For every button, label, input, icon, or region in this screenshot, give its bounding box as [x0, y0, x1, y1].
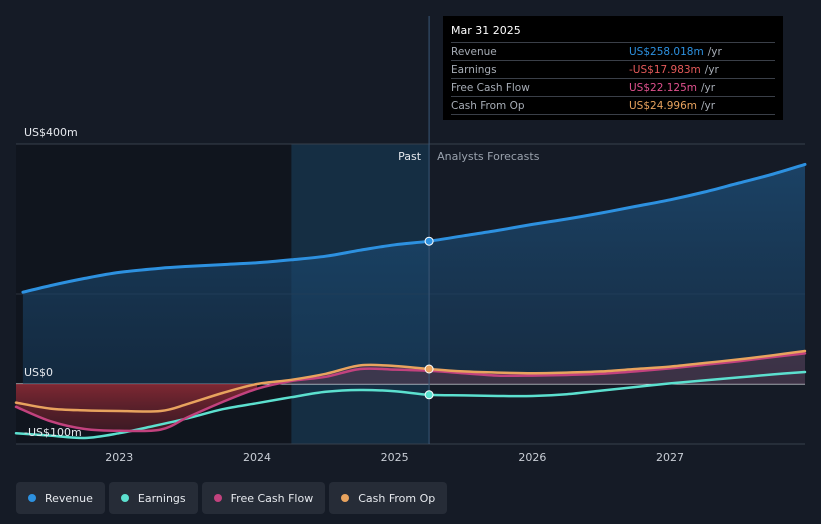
- legend-item-cash-from-op[interactable]: Cash From Op: [329, 482, 448, 514]
- tooltip-row-cash-from-op: Cash From Op US$24.996m /yr: [451, 97, 775, 115]
- tooltip: Mar 31 2025 Revenue US$258.018m /yr Earn…: [443, 16, 783, 120]
- tooltip-label: Free Cash Flow: [451, 81, 530, 94]
- tooltip-label: Cash From Op: [451, 99, 525, 112]
- forecast-label: Analysts Forecasts: [437, 150, 540, 163]
- legend-dot-icon: [341, 494, 350, 502]
- revenue-area: [22, 164, 805, 384]
- tooltip-row-revenue: Revenue US$258.018m /yr: [451, 43, 775, 61]
- tooltip-row-earnings: Earnings -US$17.983m /yr: [451, 61, 775, 79]
- x-tick-label: 2025: [381, 451, 409, 464]
- legend-dot-icon: [120, 494, 129, 502]
- legend-label: Revenue: [45, 491, 93, 505]
- cash-area: [256, 351, 805, 384]
- negative-area: [16, 384, 257, 432]
- tooltip-label: Earnings: [451, 63, 497, 76]
- x-tick-label: 2023: [105, 451, 133, 464]
- tooltip-value: US$22.125m: [629, 81, 697, 94]
- free-cash-flow-line: [14, 352, 807, 433]
- tooltip-unit: /yr: [707, 45, 722, 58]
- legend-item-earnings[interactable]: Earnings: [108, 482, 198, 514]
- legend-label: Earnings: [137, 491, 186, 505]
- y-tick-label: -US$100m: [24, 426, 82, 439]
- x-tick-label: 2024: [243, 451, 271, 464]
- x-tick-label: 2026: [518, 451, 546, 464]
- tooltip-value: US$258.018m: [629, 45, 704, 58]
- tooltip-row-free-cash-flow: Free Cash Flow US$22.125m /yr: [451, 79, 775, 97]
- legend: Revenue Earnings Free Cash Flow Cash Fro…: [16, 482, 448, 514]
- tooltip-label: Revenue: [451, 45, 497, 58]
- legend-item-free-cash-flow[interactable]: Free Cash Flow: [201, 482, 326, 514]
- tooltip-unit: /yr: [701, 81, 716, 94]
- legend-item-revenue[interactable]: Revenue: [16, 482, 105, 514]
- x-tick-label: 2027: [656, 451, 684, 464]
- tooltip-date: Mar 31 2025: [451, 22, 775, 43]
- revenue-line: [21, 162, 807, 294]
- cash-from-op-line: [14, 349, 807, 413]
- y-tick-label: US$400m: [24, 126, 78, 139]
- past-label: Past: [398, 150, 422, 163]
- legend-dot-icon: [213, 494, 222, 502]
- legend-label: Free Cash Flow: [230, 491, 314, 505]
- hover-dot: [424, 236, 434, 246]
- earnings-line: [14, 370, 807, 440]
- legend-dot-icon: [28, 494, 36, 502]
- tooltip-unit: /yr: [701, 99, 716, 112]
- y-tick-label: US$0: [24, 366, 53, 379]
- tooltip-value: US$24.996m: [629, 99, 697, 112]
- hover-dot: [424, 364, 434, 374]
- hover-dot: [424, 390, 434, 400]
- tooltip-value: -US$17.983m: [629, 63, 701, 76]
- legend-label: Cash From Op: [358, 491, 436, 505]
- tooltip-unit: /yr: [704, 63, 719, 76]
